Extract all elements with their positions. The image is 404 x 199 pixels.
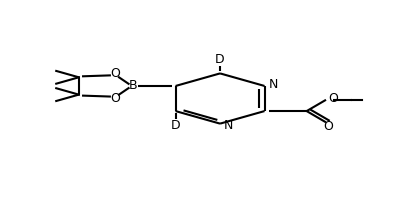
Text: N: N (269, 78, 278, 91)
Text: O: O (328, 92, 338, 105)
Text: O: O (110, 67, 120, 80)
Text: N: N (224, 119, 234, 132)
Text: D: D (215, 53, 225, 66)
Text: B: B (129, 79, 138, 93)
Text: O: O (110, 92, 120, 105)
Text: D: D (171, 119, 181, 132)
Text: O: O (323, 120, 333, 133)
